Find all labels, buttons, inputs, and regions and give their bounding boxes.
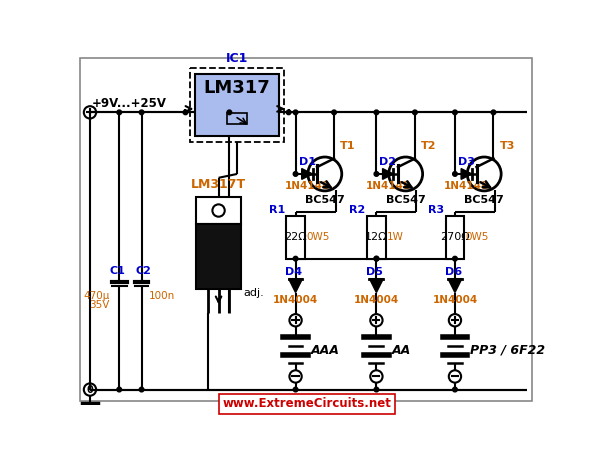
Bar [446,216,464,258]
Text: www.ExtremeCircuits.net: www.ExtremeCircuits.net [223,397,392,410]
Text: BC547: BC547 [386,195,426,205]
Text: 100n: 100n [149,291,176,301]
Circle shape [453,172,457,176]
Bar [190,68,284,142]
Circle shape [453,387,457,392]
Text: 1N4004: 1N4004 [432,295,478,305]
Text: R1: R1 [269,205,285,215]
Circle shape [413,110,417,115]
Text: T2: T2 [421,141,436,151]
Circle shape [332,110,336,115]
Text: BC547: BC547 [305,195,344,205]
Text: 1N4004: 1N4004 [354,295,399,305]
Bar [195,74,279,136]
Text: R2: R2 [349,205,365,215]
Text: 12Ω: 12Ω [365,233,387,243]
Text: 1W: 1W [387,233,404,243]
Polygon shape [448,278,462,293]
Text: PP3 / 6F22: PP3 / 6F22 [470,344,546,357]
Circle shape [374,387,378,392]
Bar [227,113,247,124]
Text: 0: 0 [87,384,93,394]
Text: R3: R3 [428,205,444,215]
Text: D4: D4 [285,267,303,277]
Text: 1N4148: 1N4148 [285,181,330,191]
Bar [196,224,241,289]
Circle shape [287,110,291,115]
Bar [287,216,305,258]
Circle shape [213,204,224,217]
Text: T3: T3 [500,141,515,151]
Text: LM317: LM317 [204,79,270,97]
Text: AAA: AAA [311,344,340,357]
Text: 22Ω: 22Ω [284,233,307,243]
Circle shape [293,172,298,176]
Polygon shape [301,168,312,179]
Bar [367,216,386,258]
Circle shape [183,110,188,115]
Circle shape [139,387,144,392]
Text: T1: T1 [340,141,356,151]
Text: 0W5: 0W5 [466,233,489,243]
Text: 470µ: 470µ [84,291,110,301]
Text: +9V...+25V: +9V...+25V [91,96,167,110]
Circle shape [117,387,122,392]
Circle shape [374,256,378,261]
Text: LM317T: LM317T [191,178,246,191]
Polygon shape [370,278,383,293]
Circle shape [374,110,378,115]
Text: adj.: adj. [243,288,264,298]
Circle shape [374,256,378,261]
Text: D5: D5 [367,267,383,277]
Circle shape [293,256,298,261]
Text: 1N4148: 1N4148 [365,181,411,191]
Text: 1N4148: 1N4148 [444,181,489,191]
Polygon shape [288,278,303,293]
Text: BC547: BC547 [464,195,504,205]
Circle shape [491,110,496,115]
Circle shape [453,110,457,115]
Text: D6: D6 [445,267,462,277]
Text: 0W5: 0W5 [306,233,330,243]
Text: C1: C1 [110,266,125,276]
Polygon shape [461,168,472,179]
Text: D3: D3 [458,157,475,167]
Circle shape [293,110,298,115]
Circle shape [117,110,122,115]
Text: D1: D1 [298,157,316,167]
Text: AA: AA [392,344,411,357]
Bar [196,197,241,224]
Circle shape [293,387,298,392]
Circle shape [453,256,457,261]
Text: D2: D2 [380,157,396,167]
Circle shape [374,172,378,176]
Text: 270Ω: 270Ω [440,233,470,243]
Text: C2: C2 [135,266,151,276]
Text: IC1: IC1 [226,51,248,65]
Text: 1N4004: 1N4004 [273,295,318,305]
Circle shape [139,110,144,115]
Circle shape [227,110,232,115]
Polygon shape [383,168,393,179]
Text: 35V: 35V [90,300,110,310]
